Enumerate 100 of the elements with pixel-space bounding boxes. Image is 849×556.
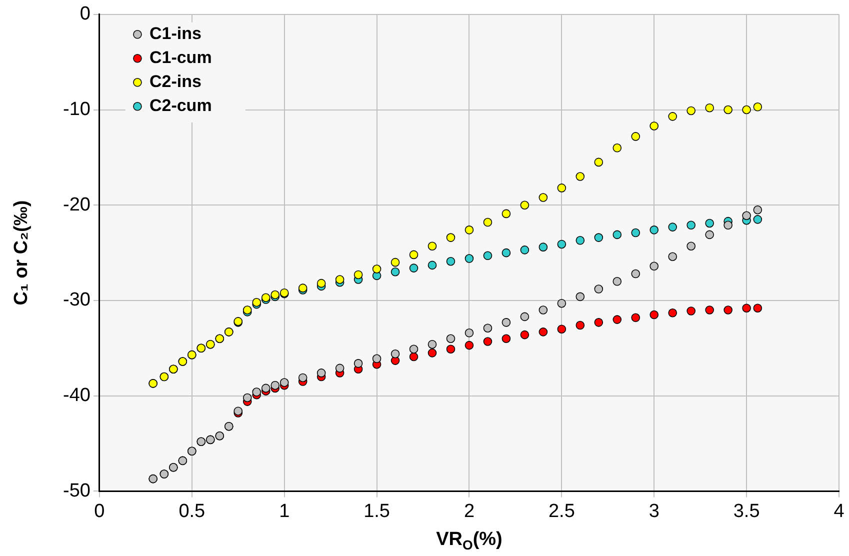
point (650, 226, 659, 234)
point (650, 122, 659, 130)
x-tick-label: 3.5 (733, 500, 760, 522)
point (742, 211, 751, 220)
point (753, 304, 762, 313)
point (576, 292, 585, 302)
point (557, 324, 566, 334)
point (483, 218, 492, 227)
point (390, 349, 400, 358)
y-tick-label: -10 (62, 98, 90, 120)
point (409, 264, 418, 272)
point (280, 378, 289, 387)
point (520, 200, 530, 210)
point (557, 240, 566, 249)
point (742, 105, 751, 114)
x-tick-label: 1.5 (364, 500, 390, 522)
point (631, 313, 640, 322)
y-tick-label: -50 (62, 480, 90, 502)
legend-label: C1-ins (149, 24, 202, 44)
point (686, 306, 696, 316)
point (502, 209, 511, 218)
x-tick-label: 0 (94, 500, 105, 522)
x-tick-label: 3 (648, 500, 660, 522)
point (612, 144, 622, 152)
point (354, 270, 363, 280)
point (612, 277, 622, 286)
y-tick-label: -40 (62, 385, 90, 406)
point (502, 334, 511, 344)
y-axis-title: C₁ or C₂(‰) (11, 200, 32, 306)
point (372, 264, 382, 274)
point (557, 184, 566, 192)
point (538, 306, 548, 314)
point (483, 337, 492, 346)
x-tick-label: 2.5 (548, 500, 575, 522)
point (446, 256, 456, 266)
point (428, 260, 437, 270)
x-tick-label: 1 (279, 500, 290, 522)
point (428, 348, 437, 358)
point (724, 105, 732, 114)
point (753, 215, 762, 224)
point (270, 380, 280, 390)
point (538, 328, 548, 336)
point (594, 158, 604, 167)
point (753, 102, 762, 112)
point (316, 368, 326, 378)
point (724, 220, 732, 230)
point (446, 344, 456, 354)
point (335, 364, 344, 373)
point (298, 373, 308, 382)
point (705, 218, 714, 228)
point (372, 354, 382, 364)
point (428, 340, 437, 349)
x-tick-label: 2 (464, 500, 475, 522)
point (354, 359, 363, 368)
point (464, 226, 474, 234)
point (390, 258, 400, 267)
x-tick-label: 0.5 (178, 500, 206, 522)
point (409, 352, 418, 362)
point (520, 330, 530, 340)
point (335, 275, 344, 284)
point (576, 320, 585, 330)
point (650, 310, 659, 320)
point (668, 308, 678, 318)
point (631, 269, 640, 278)
point (753, 205, 762, 214)
point (483, 324, 492, 333)
point (705, 103, 714, 112)
legend-label: C1-cum (149, 48, 212, 68)
point (668, 222, 678, 232)
point (668, 252, 678, 262)
point (686, 242, 696, 251)
point (557, 298, 566, 308)
legend-label: C2-ins (149, 72, 202, 92)
y-tick-label: -30 (62, 290, 90, 311)
point (464, 340, 474, 350)
point (612, 230, 622, 240)
point (686, 220, 696, 230)
point (594, 233, 604, 242)
x-tick-label: 4 (834, 500, 845, 522)
point (242, 393, 252, 402)
point (576, 236, 585, 245)
point (409, 250, 418, 260)
point (650, 262, 659, 271)
y-tick-label: 0 (80, 4, 90, 25)
point (742, 304, 751, 313)
y-tick-label: -20 (62, 194, 90, 216)
point (520, 246, 530, 254)
point (705, 306, 714, 314)
point (631, 228, 640, 238)
point (483, 251, 492, 260)
point (446, 334, 456, 344)
point (631, 132, 640, 141)
point (464, 254, 474, 263)
point (594, 284, 604, 294)
point (428, 242, 437, 251)
point (520, 312, 530, 322)
point (502, 248, 511, 258)
point (538, 193, 548, 202)
point (594, 318, 604, 327)
legend-label: C2-cum (149, 96, 212, 116)
